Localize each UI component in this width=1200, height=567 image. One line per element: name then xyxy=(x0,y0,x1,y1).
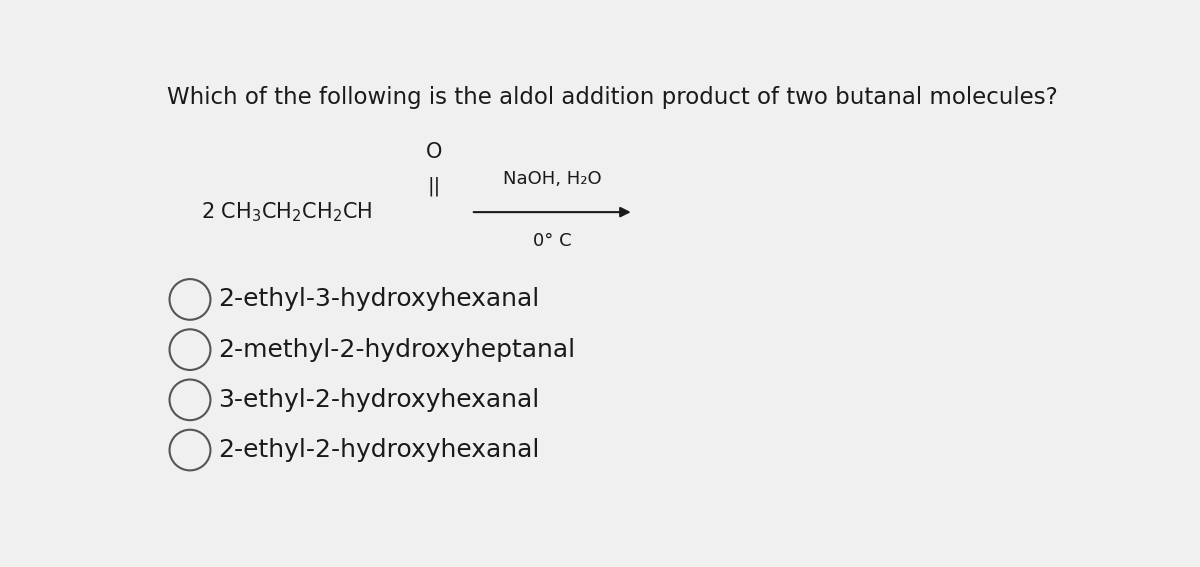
Text: Which of the following is the aldol addition product of two butanal molecules?: Which of the following is the aldol addi… xyxy=(167,86,1057,108)
Text: 0° C: 0° C xyxy=(533,232,571,249)
Text: O: O xyxy=(426,142,442,162)
Text: 2-ethyl-2-hydroxyhexanal: 2-ethyl-2-hydroxyhexanal xyxy=(218,438,539,462)
Text: 2-methyl-2-hydroxyheptanal: 2-methyl-2-hydroxyheptanal xyxy=(218,337,575,362)
Text: 3-ethyl-2-hydroxyhexanal: 3-ethyl-2-hydroxyhexanal xyxy=(218,388,539,412)
Text: 2 CH$_3$CH$_2$CH$_2$CH: 2 CH$_3$CH$_2$CH$_2$CH xyxy=(202,200,372,224)
Text: NaOH, H₂O: NaOH, H₂O xyxy=(503,170,601,188)
Text: 2-ethyl-3-hydroxyhexanal: 2-ethyl-3-hydroxyhexanal xyxy=(218,287,539,311)
Text: ||: || xyxy=(427,176,440,196)
